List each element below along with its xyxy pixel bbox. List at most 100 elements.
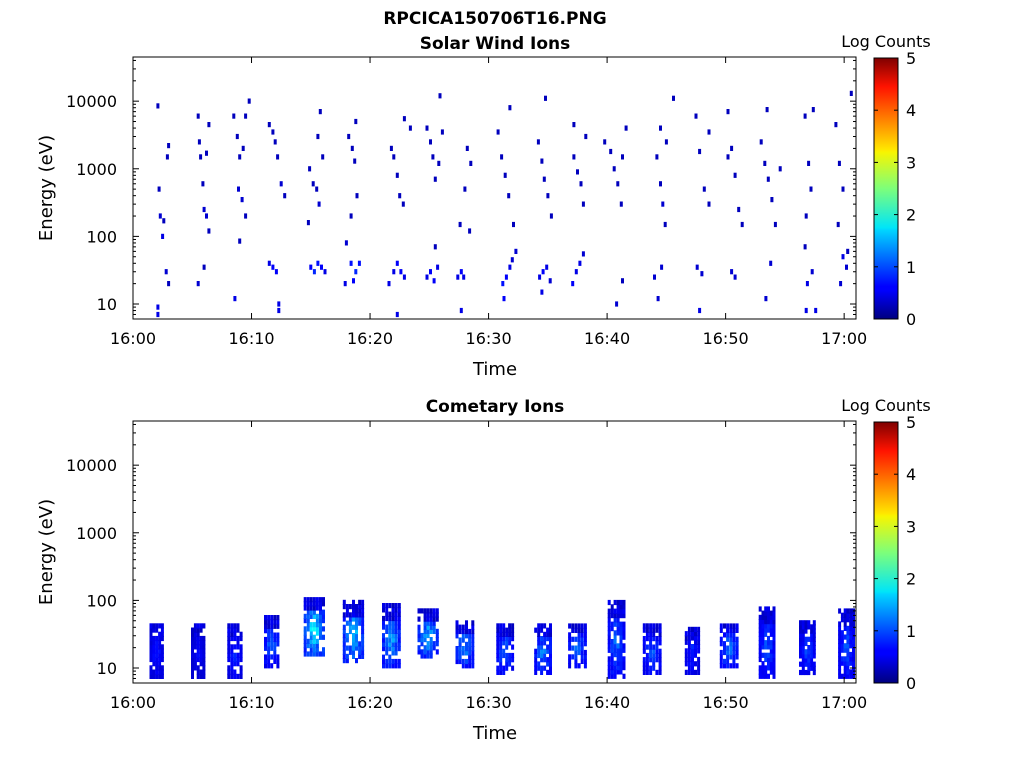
data-pixel	[167, 281, 171, 287]
data-pixel	[394, 628, 398, 634]
data-pixel	[343, 281, 347, 287]
data-pixel	[468, 650, 472, 656]
data-pixel	[540, 289, 544, 295]
data-pixel	[804, 307, 808, 314]
data-pixel	[838, 647, 842, 653]
data-pixel	[849, 638, 853, 645]
data-pixel	[622, 673, 626, 679]
data-pixel	[319, 651, 322, 657]
data-pixel	[616, 608, 620, 614]
data-pixel	[385, 641, 389, 647]
data-pixel	[799, 661, 802, 667]
data-pixel	[156, 304, 160, 310]
data-pixel	[735, 627, 739, 633]
data-pixel	[764, 656, 768, 663]
data-pixel	[500, 154, 504, 160]
data-pixel	[697, 644, 701, 650]
data-pixel	[510, 257, 514, 263]
data-pixel	[311, 181, 315, 187]
data-pixel	[149, 673, 153, 679]
data-pixel	[761, 665, 765, 671]
data-pixel	[810, 269, 814, 275]
data-pixel	[156, 311, 160, 318]
data-pixel	[619, 647, 623, 653]
data-pixel	[394, 620, 398, 626]
data-pixel	[499, 627, 503, 633]
data-pixel	[652, 636, 656, 642]
data-pixel	[496, 627, 500, 633]
data-pixel	[613, 673, 617, 679]
data-pixel	[432, 608, 436, 614]
data-pixel	[799, 632, 802, 638]
data-pixel	[355, 645, 358, 651]
data-pixel	[465, 633, 468, 639]
data-pixel	[505, 627, 509, 633]
data-pixel	[622, 660, 626, 666]
data-pixel	[264, 623, 267, 629]
data-pixel	[267, 636, 271, 643]
data-pixel	[543, 665, 547, 671]
data-pixel	[610, 626, 614, 632]
data-pixel	[534, 661, 538, 667]
data-pixel	[729, 623, 733, 629]
data-pixel	[505, 631, 509, 637]
data-pixel	[645, 669, 649, 675]
data-pixel	[540, 636, 544, 642]
x-tick-label: 16:00	[110, 693, 156, 712]
data-pixel	[719, 663, 723, 669]
data-pixel	[838, 638, 842, 645]
data-pixel	[849, 617, 853, 623]
data-pixel	[465, 641, 468, 647]
data-pixel	[658, 636, 662, 642]
data-pixel	[770, 197, 774, 203]
data-pixel	[767, 619, 770, 625]
y-tick-label: 10000	[66, 456, 117, 475]
data-pixel	[841, 254, 845, 260]
data-pixel	[577, 636, 581, 642]
data-pixel	[471, 641, 475, 647]
data-pixel	[417, 632, 421, 639]
data-pixel	[726, 654, 730, 660]
data-pixel	[543, 631, 547, 637]
data-pixel	[613, 660, 617, 666]
data-pixel	[382, 658, 385, 665]
data-pixel	[812, 636, 816, 642]
data-pixel	[155, 656, 159, 663]
data-pixel	[645, 627, 649, 633]
data-pixel	[511, 644, 515, 650]
data-pixel	[233, 631, 237, 637]
data-pixel	[158, 623, 162, 629]
data-pixel	[202, 661, 206, 667]
data-pixel	[801, 653, 805, 659]
data-pixel	[385, 624, 389, 630]
data-pixel	[355, 633, 358, 639]
data-pixel	[610, 621, 614, 627]
data-pixel	[548, 278, 552, 284]
data-pixel	[461, 637, 465, 643]
data-pixel	[649, 623, 653, 629]
data-pixel	[391, 658, 395, 665]
data-pixel	[355, 608, 358, 614]
data-pixel	[471, 624, 475, 630]
data-pixel	[358, 653, 362, 659]
data-pixel	[719, 636, 723, 642]
data-pixel	[426, 612, 430, 618]
data-pixel	[843, 647, 847, 653]
data-pixel	[432, 612, 436, 618]
data-pixel	[766, 176, 770, 182]
data-pixel	[729, 627, 733, 633]
data-pixel	[502, 623, 506, 629]
data-pixel	[342, 645, 346, 651]
data-pixel	[321, 154, 325, 160]
data-pixel	[649, 640, 653, 646]
data-pixel	[391, 663, 395, 669]
data-pixel	[812, 640, 816, 647]
data-pixel	[202, 665, 206, 671]
data-pixel	[616, 617, 620, 623]
data-pixel	[227, 644, 231, 650]
data-pixel	[574, 649, 578, 656]
data-pixel	[401, 201, 405, 207]
data-pixel	[649, 627, 653, 633]
data-pixel	[658, 652, 662, 659]
